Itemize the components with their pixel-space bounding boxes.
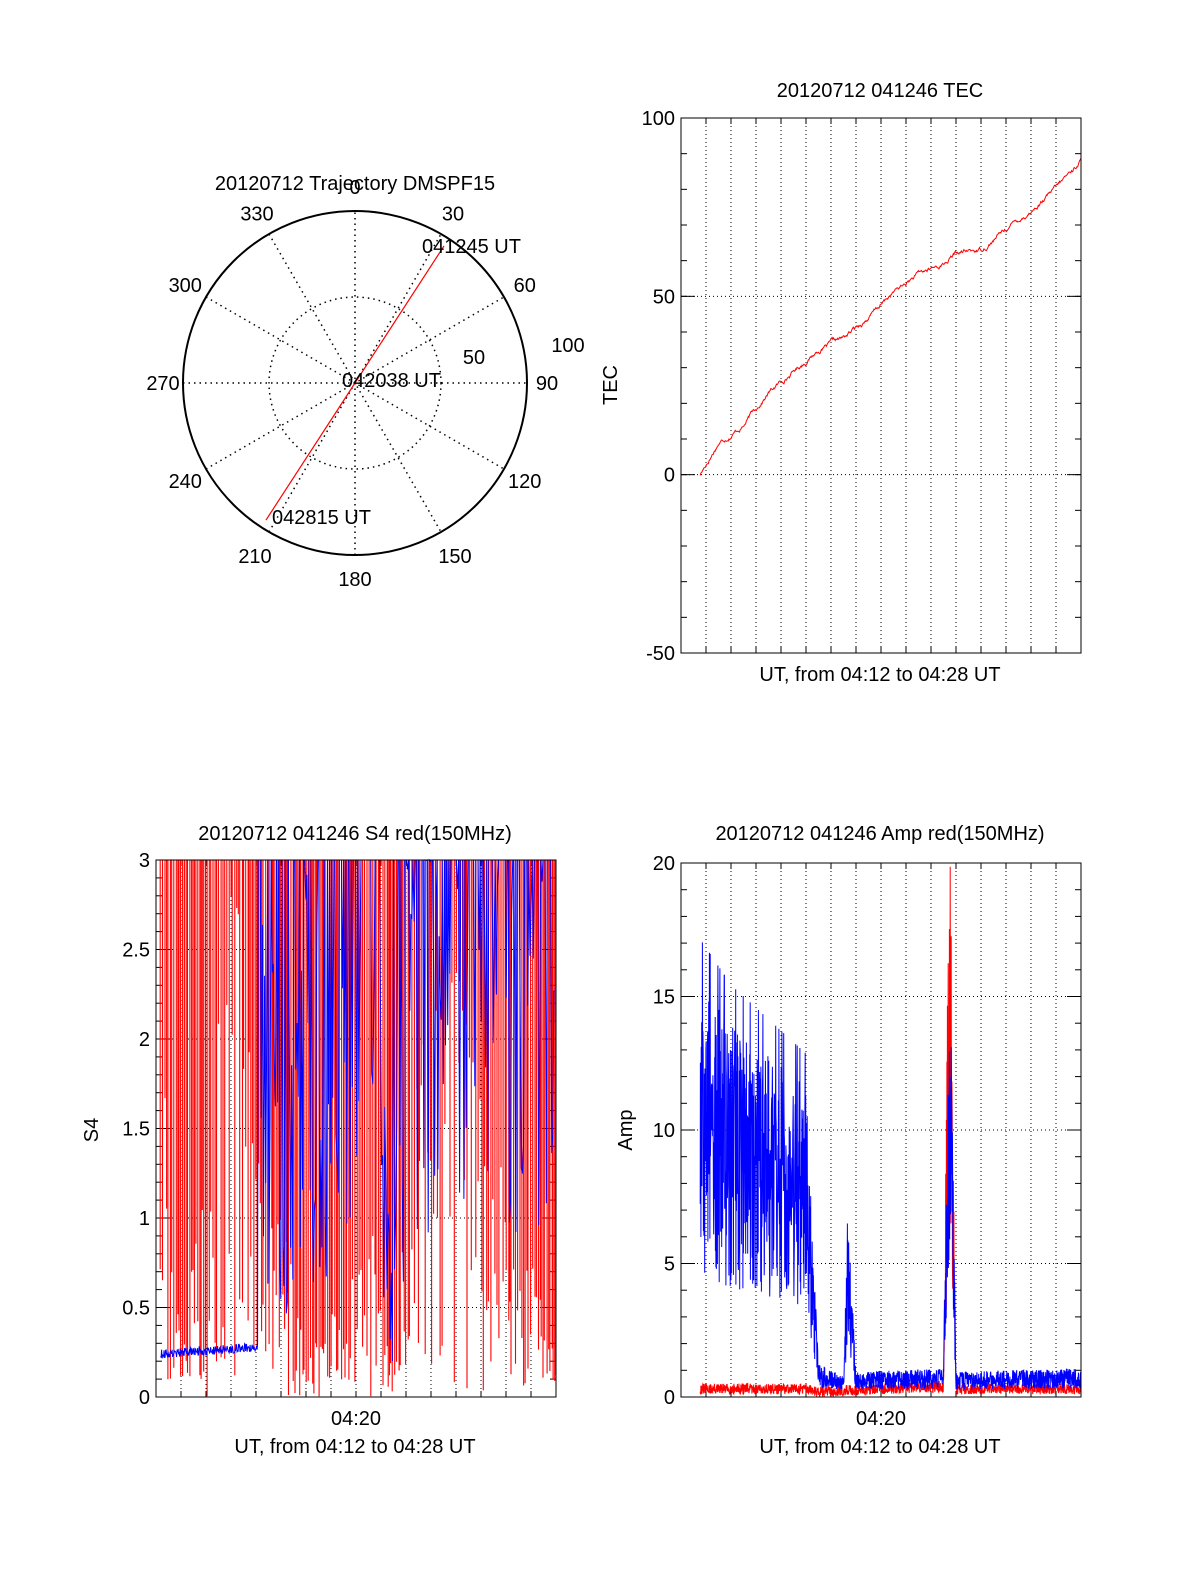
s4-ytick-label: 1 bbox=[139, 1208, 150, 1230]
s4-ytick-label: 3 bbox=[139, 850, 150, 872]
s4-panel: 20120712 041246 S4 red(150MHz) 0 0.5 1 1.5 2… bbox=[81, 823, 557, 1458]
polar-angle-label-150: 150 bbox=[438, 546, 471, 568]
amp-panel: 20120712 041246 Amp red(150MHz) 0 5 10 15 20… bbox=[615, 823, 1082, 1458]
polar-radius-label-50: 50 bbox=[463, 347, 485, 369]
tec-xlabel: UT, from 04:12 to 04:28 UT bbox=[759, 664, 1000, 686]
amp-y-tick-labels: 0 5 10 15 20 bbox=[653, 853, 675, 1409]
s4-ytick-label: 2.5 bbox=[122, 940, 150, 962]
amp-series bbox=[699, 866, 1082, 1398]
s4-ytick-label: 1.5 bbox=[122, 1119, 150, 1141]
polar-panel: 20120712 Trajectory DMSPF15 0 30 60 90 120 15… bbox=[146, 173, 584, 591]
s4-plot-frame bbox=[155, 859, 557, 1398]
s4-ytick-label: 0.5 bbox=[122, 1298, 150, 1320]
trajectory-line bbox=[265, 245, 445, 521]
polar-angle-label-90: 90 bbox=[536, 373, 558, 395]
amp-line-red bbox=[699, 866, 1082, 1398]
trajectory-mid-label: 042038 UT bbox=[342, 370, 441, 392]
tec-y-tick-labels: -50 0 50 100 bbox=[642, 108, 675, 665]
s4-ylabel: S4 bbox=[81, 1118, 103, 1142]
s4-y-tick-labels: 0 0.5 1 1.5 2 2.5 3 bbox=[122, 850, 150, 1409]
s4-ytick-label: 2 bbox=[139, 1029, 150, 1051]
polar-angle-labels: 0 30 60 90 120 150 180 210 240 270 300 330 bbox=[146, 177, 558, 591]
trajectory-path bbox=[265, 245, 445, 521]
amp-title: 20120712 041246 Amp red(150MHz) bbox=[715, 823, 1044, 845]
s4-ytick-label: 0 bbox=[139, 1387, 150, 1409]
polar-angle-label-300: 300 bbox=[169, 275, 202, 297]
amp-plot-frame bbox=[680, 862, 1082, 1398]
tec-panel: 20120712 041246 TEC -50 0 50 100 TEC UT, fr… bbox=[600, 80, 1082, 686]
tec-plot-frame bbox=[680, 117, 1082, 654]
amp-ytick-label: 10 bbox=[653, 1120, 675, 1142]
trajectory-end-label: 042815 UT bbox=[272, 507, 371, 529]
tec-ytick-label: -50 bbox=[646, 643, 675, 665]
polar-angle-label-30: 30 bbox=[442, 203, 464, 225]
polar-angle-label-270: 270 bbox=[146, 373, 179, 395]
polar-angle-label-120: 120 bbox=[508, 471, 541, 493]
amp-ytick-label: 0 bbox=[664, 1387, 675, 1409]
amp-xtick-0420: 04:20 bbox=[856, 1408, 906, 1430]
amp-ytick-label: 20 bbox=[653, 853, 675, 875]
polar-angle-label-330: 330 bbox=[240, 203, 273, 225]
tec-ytick-label: 0 bbox=[664, 465, 675, 487]
amp-ytick-label: 15 bbox=[653, 987, 675, 1009]
polar-title: 20120712 Trajectory DMSPF15 bbox=[215, 173, 495, 195]
tec-grid bbox=[681, 117, 1081, 654]
tec-line-red bbox=[699, 158, 1082, 476]
polar-angle-label-210: 210 bbox=[238, 546, 271, 568]
s4-title: 20120712 041246 S4 red(150MHz) bbox=[198, 823, 512, 845]
tec-series bbox=[699, 158, 1082, 476]
amp-xlabel: UT, from 04:12 to 04:28 UT bbox=[759, 1436, 1000, 1458]
polar-angle-label-60: 60 bbox=[514, 275, 536, 297]
s4-xtick-0420: 04:20 bbox=[331, 1408, 381, 1430]
polar-angle-label-0: 0 bbox=[349, 177, 360, 199]
polar-angle-label-240: 240 bbox=[169, 471, 202, 493]
amp-ylabel: Amp bbox=[615, 1109, 637, 1150]
polar-radius-label-100: 100 bbox=[551, 335, 584, 357]
amp-line-blue bbox=[699, 942, 1082, 1390]
polar-inner-circle bbox=[268, 296, 442, 470]
tec-ytick-label: 100 bbox=[642, 108, 675, 130]
polar-angle-label-180: 180 bbox=[338, 569, 371, 591]
s4-xlabel: UT, from 04:12 to 04:28 UT bbox=[234, 1436, 475, 1458]
amp-ytick-label: 5 bbox=[664, 1254, 675, 1276]
tec-title: 20120712 041246 TEC bbox=[777, 80, 983, 102]
tec-ytick-label: 50 bbox=[653, 286, 675, 308]
tec-ylabel: TEC bbox=[600, 365, 622, 405]
s4-series bbox=[159, 858, 557, 1397]
trajectory-start-label: 041245 UT bbox=[422, 236, 521, 258]
